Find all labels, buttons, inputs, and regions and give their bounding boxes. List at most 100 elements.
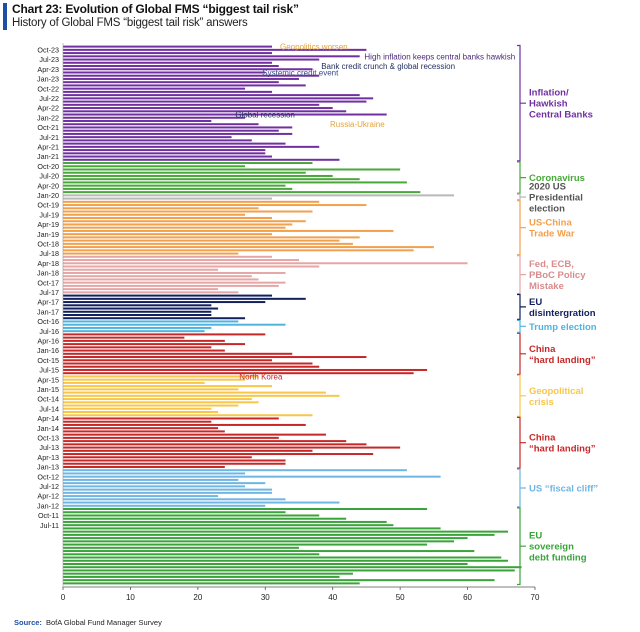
- y-tick-label: Apr-22: [37, 104, 59, 113]
- bar: [63, 336, 185, 339]
- group-label: 2020 US Presidential election: [529, 182, 583, 215]
- y-tick-label: Apr-21: [37, 142, 59, 151]
- bar: [63, 165, 246, 168]
- chart-title: Chart 23: Evolution of Global FMS “bigge…: [12, 2, 299, 16]
- y-tick-label: Jul-17: [39, 288, 59, 297]
- bar: [63, 278, 259, 281]
- bar: [63, 304, 212, 307]
- bar: [63, 359, 273, 362]
- bar: [63, 508, 428, 511]
- bar: [63, 398, 252, 401]
- bar: [63, 501, 340, 504]
- group-label-line: Trump election: [529, 322, 597, 333]
- bar: [63, 229, 394, 232]
- bar: [63, 158, 340, 161]
- bar: [63, 346, 212, 349]
- bar: [63, 68, 313, 71]
- x-tick-label: 60: [463, 593, 472, 602]
- bar: [63, 213, 246, 216]
- x-tick-label: 10: [126, 593, 135, 602]
- bar: [63, 550, 475, 553]
- y-tick-label: Oct-19: [37, 201, 59, 210]
- bar: [63, 443, 367, 446]
- bar: [63, 61, 273, 64]
- bar: [63, 388, 239, 391]
- bar: [63, 394, 340, 397]
- annotation-label: Geopolitics worsen: [280, 43, 348, 52]
- bar: [63, 527, 441, 530]
- bar: [63, 310, 212, 313]
- x-tick-label: 0: [61, 593, 66, 602]
- annotation-label: Global recession: [235, 111, 295, 120]
- bar: [63, 291, 239, 294]
- bar: [63, 252, 239, 255]
- y-tick-label: Oct-15: [37, 356, 59, 365]
- bar: [63, 239, 340, 242]
- bar: [63, 174, 333, 177]
- y-tick-label: Apr-15: [37, 375, 59, 384]
- group-label-line: EU: [529, 297, 542, 308]
- y-tick-label: Apr-17: [37, 298, 59, 307]
- bar: [63, 352, 293, 355]
- x-tick-label: 30: [261, 593, 270, 602]
- bar: [63, 255, 273, 258]
- bar: [63, 517, 347, 520]
- bar: [63, 281, 286, 284]
- bar: [63, 533, 495, 536]
- bar: [63, 440, 347, 443]
- y-tick-label: Jul-15: [39, 366, 59, 375]
- y-tick-label: Jan-12: [37, 501, 59, 510]
- bar: [63, 469, 407, 472]
- annotation-label: Russia-Ukraine: [330, 120, 385, 129]
- group-label-line: China: [529, 433, 556, 444]
- bar: [63, 456, 252, 459]
- bar: [63, 223, 293, 226]
- bar: [63, 372, 414, 375]
- y-tick-label: Oct-21: [37, 123, 59, 132]
- bar: [63, 475, 441, 478]
- y-tick-label: Jan-18: [37, 269, 59, 278]
- bar: [63, 453, 374, 456]
- bar: [63, 204, 367, 207]
- bar: [63, 485, 246, 488]
- y-tick-label: Jan-19: [37, 230, 59, 239]
- bar: [63, 77, 299, 80]
- bar: [63, 74, 320, 77]
- x-axis-labels: 0 10 20 30 40 50 60 70: [61, 587, 540, 602]
- bar: [63, 171, 306, 174]
- bar: [63, 52, 273, 55]
- bar: [63, 139, 252, 142]
- group-label-line: Trade War: [529, 229, 575, 240]
- bar: [63, 288, 219, 291]
- bar: [63, 491, 273, 494]
- bar: [63, 210, 313, 213]
- bar: [63, 566, 522, 569]
- bar: [63, 326, 212, 329]
- bar: [63, 145, 320, 148]
- bar: [63, 356, 367, 359]
- group-label-line: “hard landing”: [529, 355, 596, 366]
- bar: [63, 103, 320, 106]
- bar: [63, 259, 299, 262]
- group-label-line: EU: [529, 531, 542, 542]
- y-tick-label: Apr-12: [37, 492, 59, 501]
- bar: [63, 142, 286, 145]
- y-tick-label: Oct-17: [37, 278, 59, 287]
- group-label-line: sovereign: [529, 542, 574, 553]
- bar: [63, 58, 320, 61]
- bar: [63, 191, 421, 194]
- group-label: US “fiscal cliff”: [529, 484, 598, 495]
- bar: [63, 339, 225, 342]
- y-tick-label: Apr-19: [37, 220, 59, 229]
- group-label-line: Coronavirus: [529, 173, 585, 184]
- y-tick-label: Jan-21: [37, 152, 59, 161]
- bar: [63, 129, 279, 132]
- bar: [63, 168, 401, 171]
- bar: [63, 520, 387, 523]
- bar: [63, 368, 428, 371]
- group-bracket: [517, 374, 526, 417]
- bar: [63, 381, 205, 384]
- bar: [63, 433, 326, 436]
- bar: [63, 265, 320, 268]
- group-bracket: [517, 255, 526, 295]
